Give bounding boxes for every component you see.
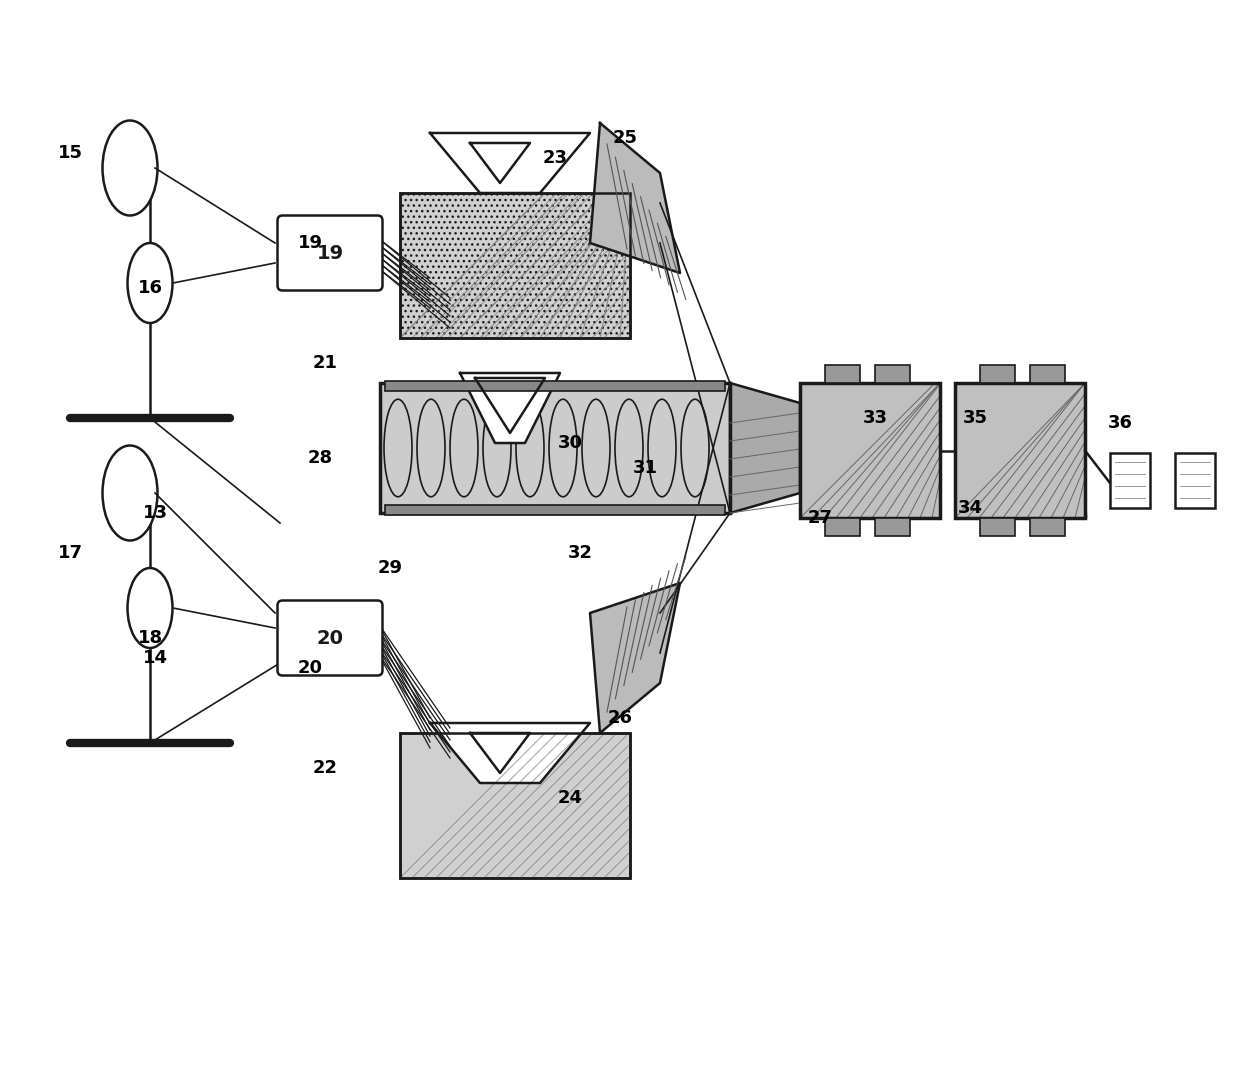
Text: 14: 14	[143, 649, 167, 667]
Polygon shape	[730, 383, 800, 513]
Text: 28: 28	[308, 449, 332, 467]
Text: 20: 20	[316, 629, 343, 647]
Polygon shape	[590, 583, 680, 733]
Text: 36: 36	[1107, 414, 1132, 432]
Text: 15: 15	[57, 144, 83, 162]
Bar	[980, 518, 1016, 536]
Text: 30: 30	[558, 433, 583, 452]
Text: 16: 16	[138, 279, 162, 297]
Bar	[1030, 365, 1065, 383]
Text: 19: 19	[316, 244, 343, 263]
Text: 22: 22	[312, 759, 337, 777]
Bar	[1030, 518, 1065, 536]
Bar	[401, 193, 630, 338]
Polygon shape	[590, 123, 680, 273]
Text: 20: 20	[298, 659, 322, 677]
Polygon shape	[460, 373, 560, 443]
Bar	[1110, 453, 1149, 508]
Bar	[401, 193, 630, 338]
Ellipse shape	[103, 445, 157, 541]
Bar	[384, 381, 725, 391]
Text: 23: 23	[543, 149, 568, 167]
Bar	[955, 383, 1085, 518]
Bar	[825, 518, 861, 536]
Bar	[379, 383, 730, 513]
Bar	[401, 733, 630, 878]
Polygon shape	[430, 723, 590, 783]
Bar	[379, 383, 730, 513]
Text: 35: 35	[962, 409, 987, 427]
Text: 17: 17	[57, 544, 83, 562]
Ellipse shape	[128, 242, 172, 323]
Bar	[875, 365, 910, 383]
Polygon shape	[430, 133, 590, 193]
Bar	[1176, 453, 1215, 508]
Bar	[384, 505, 725, 515]
Bar	[800, 383, 940, 518]
Bar	[800, 383, 940, 518]
Ellipse shape	[128, 568, 172, 648]
Text: 26: 26	[608, 709, 632, 727]
Text: 27: 27	[807, 509, 832, 527]
Text: 19: 19	[298, 234, 322, 252]
Text: 32: 32	[568, 544, 593, 562]
FancyBboxPatch shape	[278, 601, 382, 676]
Text: 29: 29	[377, 559, 403, 577]
Text: 21: 21	[312, 354, 337, 372]
Bar	[825, 365, 861, 383]
Text: 33: 33	[863, 409, 888, 427]
Bar	[955, 383, 1085, 518]
Bar	[401, 733, 630, 878]
Ellipse shape	[103, 120, 157, 216]
Text: 18: 18	[138, 629, 162, 647]
Text: 25: 25	[613, 129, 637, 147]
Bar	[875, 518, 910, 536]
Text: 34: 34	[957, 499, 982, 517]
Text: 24: 24	[558, 789, 583, 807]
Text: 13: 13	[143, 504, 167, 521]
Text: 31: 31	[632, 459, 657, 477]
Bar	[980, 365, 1016, 383]
FancyBboxPatch shape	[278, 216, 382, 291]
